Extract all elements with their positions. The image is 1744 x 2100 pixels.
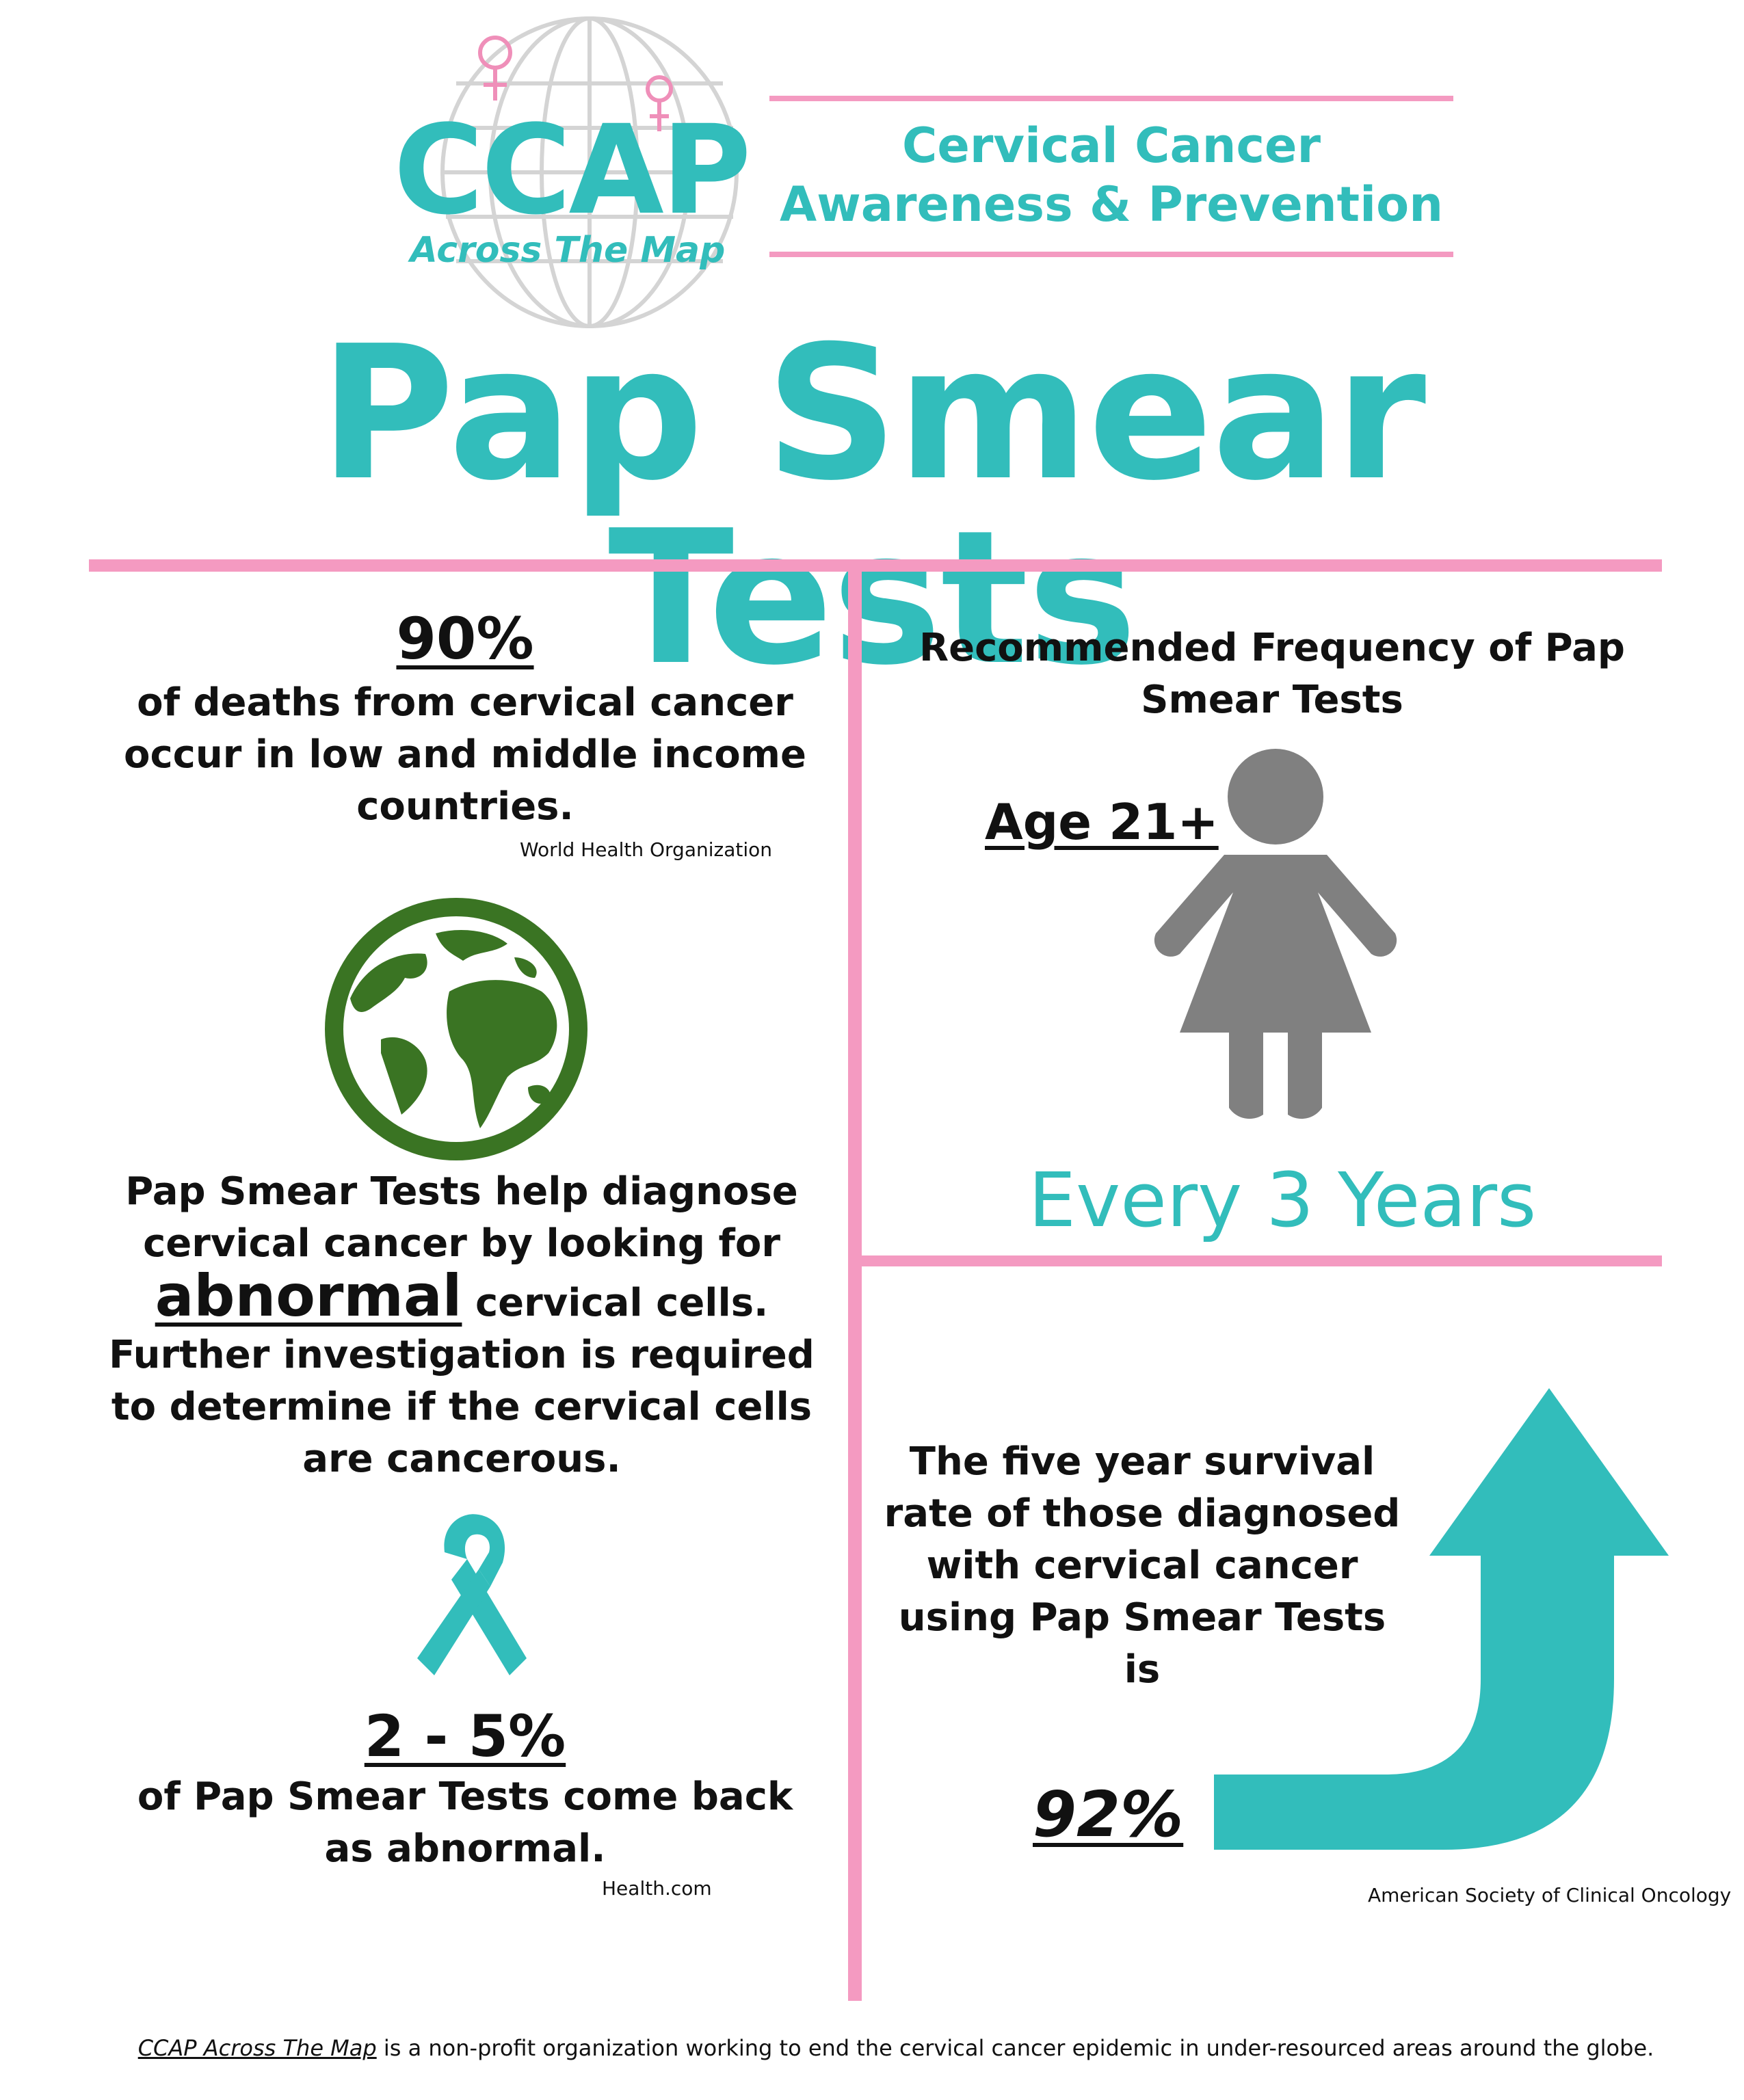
logo-tagline: Across The Map bbox=[410, 230, 726, 271]
stat-deaths-text: of deaths from cervical cancer occur in … bbox=[124, 680, 806, 829]
footer-org-name: CCAP Across The Map bbox=[137, 2035, 377, 2061]
vertical-divider bbox=[848, 572, 862, 2001]
logo-wordmark: CCAP bbox=[393, 99, 751, 242]
age-label: Age 21+ bbox=[985, 793, 1219, 851]
survival-text: The five year survival rate of those dia… bbox=[884, 1439, 1401, 1692]
right-horizontal-divider bbox=[862, 1255, 1662, 1266]
stat-survival-value: 92% bbox=[1033, 1778, 1184, 1851]
footer-description: is a non-profit organization working to … bbox=[376, 2035, 1654, 2061]
source-asco: American Society of Clinical Oncology bbox=[1368, 1884, 1732, 1906]
pap-info-line2: cervical cells. bbox=[475, 1281, 769, 1325]
pap-info-text: Pap Smear Tests help diagnose cervical c… bbox=[89, 1166, 834, 1485]
header-divider-top bbox=[769, 96, 1453, 101]
header-subtitle: Cervical Cancer Awareness & Prevention bbox=[769, 116, 1453, 234]
stat-abnormal-text: of Pap Smear Tests come back as abnormal… bbox=[137, 1775, 793, 1871]
up-arrow-icon bbox=[1214, 1388, 1669, 1850]
page-title: Pap Smear Tests bbox=[319, 306, 1426, 706]
logo-globe-icon bbox=[440, 16, 739, 328]
pap-info-line1: Pap Smear Tests help diagnose cervical c… bbox=[125, 1169, 798, 1266]
frequency-title: Recommended Frequency of Pap Smear Tests bbox=[919, 626, 1625, 722]
globe-icon bbox=[325, 898, 587, 1160]
pap-info-line3: Further investigation is required to det… bbox=[109, 1333, 815, 1481]
source-who: World Health Organization bbox=[520, 838, 772, 861]
stat-abnormal-value: 2 - 5% bbox=[364, 1703, 566, 1770]
stat-deaths-value: 90% bbox=[396, 605, 534, 672]
frequency-value: Every 3 Years bbox=[1028, 1156, 1537, 1244]
title-divider bbox=[89, 559, 1662, 572]
source-health-com: Health.com bbox=[602, 1877, 712, 1900]
header-divider-bottom bbox=[769, 252, 1453, 257]
header-subtitle-line2: Awareness & Prevention bbox=[779, 176, 1444, 232]
header-subtitle-line1: Cervical Cancer bbox=[901, 118, 1321, 174]
pap-info-emphasis: abnormal bbox=[155, 1262, 462, 1329]
footer-text: CCAP Across The Map is a non-profit orga… bbox=[109, 2035, 1682, 2061]
woman-icon bbox=[1154, 749, 1397, 1119]
awareness-ribbon-icon bbox=[417, 1514, 527, 1675]
